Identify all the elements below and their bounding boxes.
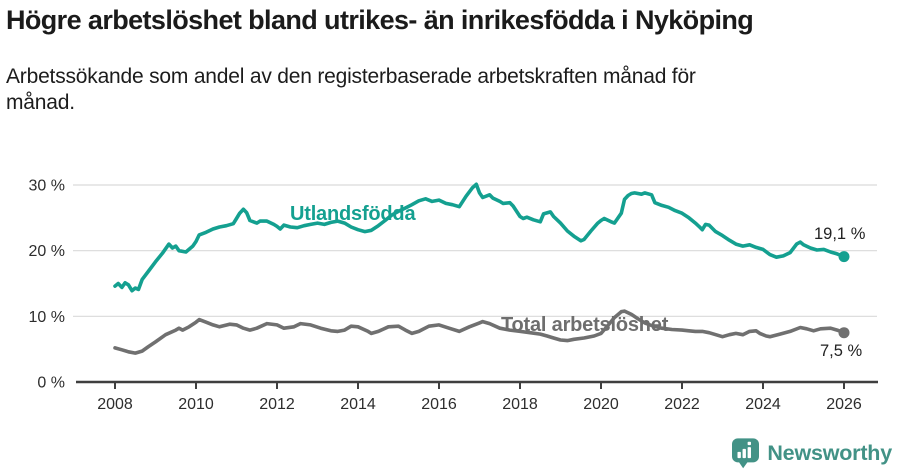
series-end-dot-utlandsfodda xyxy=(838,251,850,263)
x-axis-label: 2018 xyxy=(502,396,538,413)
newsworthy-logo-icon xyxy=(732,438,760,469)
series-label-utlandsfodda: Utlandsfödda xyxy=(290,203,416,225)
series-line-total xyxy=(113,309,846,355)
y-axis-label: 10 % xyxy=(29,309,65,326)
x-axis-label: 2020 xyxy=(583,396,619,413)
x-axis-label: 2008 xyxy=(97,396,133,413)
end-value-label-utlandsfodda: 19,1 % xyxy=(814,225,866,243)
brand-name: Newsworthy xyxy=(767,441,892,465)
series-end-dot-total xyxy=(838,327,850,339)
x-axis-label: 2012 xyxy=(259,396,295,413)
end-value-label-total: 7,5 % xyxy=(820,342,863,360)
newsworthy-branding: Newsworthy xyxy=(732,438,892,469)
chart-title: Högre arbetslöshet bland utrikes- än inr… xyxy=(6,5,754,35)
x-axis-label: 2010 xyxy=(178,396,214,413)
x-axis-label: 2026 xyxy=(826,396,862,413)
y-axis-label: 30 % xyxy=(29,177,65,194)
chart-subtitle: Arbetssökande som andel av den registerb… xyxy=(6,65,696,115)
y-axis-label: 20 % xyxy=(29,243,65,260)
x-axis-label: 2024 xyxy=(745,396,781,413)
x-axis-label: 2016 xyxy=(421,396,457,413)
x-axis-label: 2014 xyxy=(340,396,376,413)
x-axis-label: 2022 xyxy=(664,396,700,413)
series-line-utlandsfodda xyxy=(113,182,846,293)
y-axis-label: 0 % xyxy=(37,375,65,392)
series-label-total-arbetsloshet: Total arbetslöshet xyxy=(501,314,669,336)
